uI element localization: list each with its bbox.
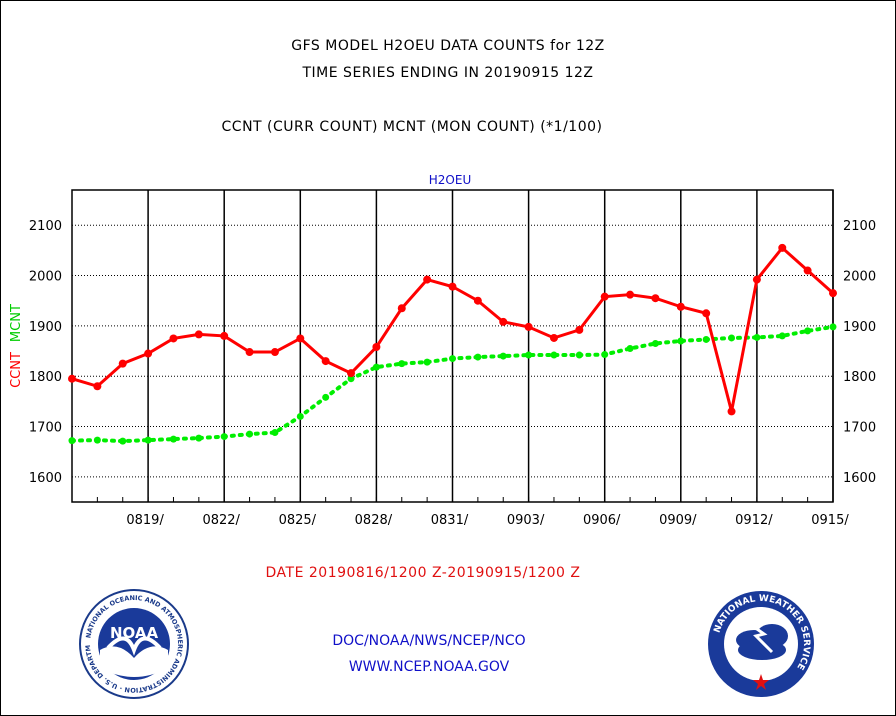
data-point-mcnt (119, 437, 127, 445)
data-point-ccnt (626, 290, 635, 299)
data-point-mcnt (246, 430, 254, 438)
data-point-ccnt (296, 334, 305, 343)
footer-doc-link[interactable]: DOC/NOAA/NWS/NCEP/NCO (332, 633, 526, 649)
y-axis-label: CCNT MCNT (9, 304, 24, 388)
data-point-mcnt (778, 332, 786, 340)
data-point-mcnt (322, 393, 330, 401)
x-tick-label: 0903/ (507, 513, 545, 528)
noaa-logo: NOAA NATIONAL OCEANIC AND ATMOSPHERIC AD… (75, 582, 190, 704)
data-point-mcnt (372, 363, 380, 371)
chart-series-label: H2OEU (429, 173, 471, 187)
data-point-mcnt (525, 351, 533, 359)
data-point-ccnt (118, 359, 127, 368)
data-point-mcnt (449, 355, 456, 363)
data-point-ccnt (270, 348, 279, 357)
data-point-ccnt (245, 348, 254, 357)
chart-title-line-2: TIME SERIES ENDING IN 20190915 12Z (302, 65, 594, 81)
y-tick-label-right: 2100 (843, 219, 876, 234)
data-point-mcnt (220, 433, 228, 441)
date-range-label: DATE 20190816/1200 Z-20190915/1200 Z (265, 565, 581, 581)
data-point-mcnt (398, 360, 406, 368)
data-point-mcnt (702, 335, 710, 343)
data-point-mcnt (93, 436, 101, 444)
nws-logo: NATIONAL WEATHER SERVICE (706, 588, 816, 704)
x-tick-label: 0819/ (126, 513, 164, 528)
chart-title-line-1: GFS MODEL H2OEU DATA COUNTS for 12Z (291, 38, 605, 54)
noaa-logo-text: NOAA (110, 624, 159, 642)
data-point-ccnt (321, 357, 330, 366)
data-point-mcnt (550, 351, 558, 359)
data-point-mcnt (601, 351, 609, 359)
data-point-ccnt (194, 330, 203, 339)
data-point-ccnt (397, 304, 406, 313)
data-point-ccnt (752, 275, 761, 284)
data-point-ccnt (372, 343, 381, 352)
data-point-ccnt (676, 302, 685, 311)
x-tick-label: 0828/ (355, 513, 393, 528)
data-point-ccnt (600, 292, 609, 301)
data-point-mcnt (499, 352, 507, 360)
data-point-mcnt (677, 337, 685, 345)
data-point-mcnt (474, 353, 482, 361)
data-point-ccnt (702, 309, 711, 318)
data-point-ccnt (347, 369, 356, 378)
data-point-ccnt (220, 331, 229, 340)
data-point-mcnt (68, 437, 76, 445)
x-tick-label: 0831/ (431, 513, 469, 528)
footer-website-link[interactable]: WWW.NCEP.NOAA.GOV (348, 659, 510, 675)
data-point-ccnt (93, 382, 102, 391)
data-point-ccnt (778, 243, 787, 252)
y-axis-label-mcnt: MCNT (9, 304, 24, 342)
data-point-mcnt (829, 323, 837, 331)
data-point-mcnt (753, 333, 761, 341)
x-tick-label: 0825/ (279, 513, 317, 528)
data-point-ccnt (727, 407, 736, 416)
data-point-ccnt (144, 349, 153, 358)
data-point-ccnt (499, 317, 508, 326)
data-point-ccnt (829, 289, 837, 298)
y-tick-label-left: 1800 (29, 370, 62, 385)
data-point-mcnt (626, 345, 634, 353)
data-point-mcnt (575, 351, 583, 359)
data-point-mcnt (423, 358, 431, 366)
data-point-ccnt (524, 322, 533, 331)
data-point-mcnt (347, 375, 355, 383)
data-point-mcnt (195, 434, 203, 442)
data-point-mcnt (169, 435, 177, 443)
data-point-mcnt (296, 412, 304, 420)
data-point-mcnt (651, 339, 659, 347)
x-tick-label: 0912/ (735, 513, 773, 528)
data-point-mcnt (271, 429, 279, 437)
x-tick-label: 0822/ (202, 513, 240, 528)
chart-subtitle: CCNT (CURR COUNT) MCNT (MON COUNT) (*1/1… (221, 119, 603, 135)
y-tick-label-left: 2100 (29, 219, 62, 234)
y-axis-label-ccnt: CCNT (9, 352, 24, 388)
y-tick-label-right: 1900 (843, 320, 876, 335)
data-point-ccnt (448, 282, 457, 291)
data-point-mcnt (144, 436, 152, 444)
data-point-mcnt (728, 334, 736, 342)
y-tick-label-left: 1900 (29, 320, 62, 335)
y-tick-label-right: 1600 (843, 471, 876, 486)
data-point-ccnt (651, 294, 660, 303)
time-series-chart: 1600 1600 1700 1700 1800 1800 1900 1900 2000 2000… (9, 173, 876, 528)
y-tick-label-right: 1700 (843, 421, 876, 436)
data-point-ccnt (473, 296, 482, 305)
y-tick-label-left: 1600 (29, 471, 62, 486)
data-point-ccnt (169, 334, 178, 343)
x-tick-label: 0906/ (583, 513, 621, 528)
data-point-ccnt (575, 325, 584, 334)
data-point-ccnt (68, 374, 76, 383)
y-tick-label-left: 2000 (29, 270, 62, 285)
data-point-ccnt (423, 275, 432, 284)
y-tick-label-right: 2000 (843, 270, 876, 285)
x-tick-label: 0915/ (811, 513, 849, 528)
y-tick-label-right: 1800 (843, 370, 876, 385)
y-tick-label-left: 1700 (29, 421, 62, 436)
data-point-mcnt (804, 327, 812, 335)
x-tick-label: 0909/ (659, 513, 697, 528)
data-point-ccnt (803, 266, 812, 275)
data-point-ccnt (549, 333, 558, 342)
